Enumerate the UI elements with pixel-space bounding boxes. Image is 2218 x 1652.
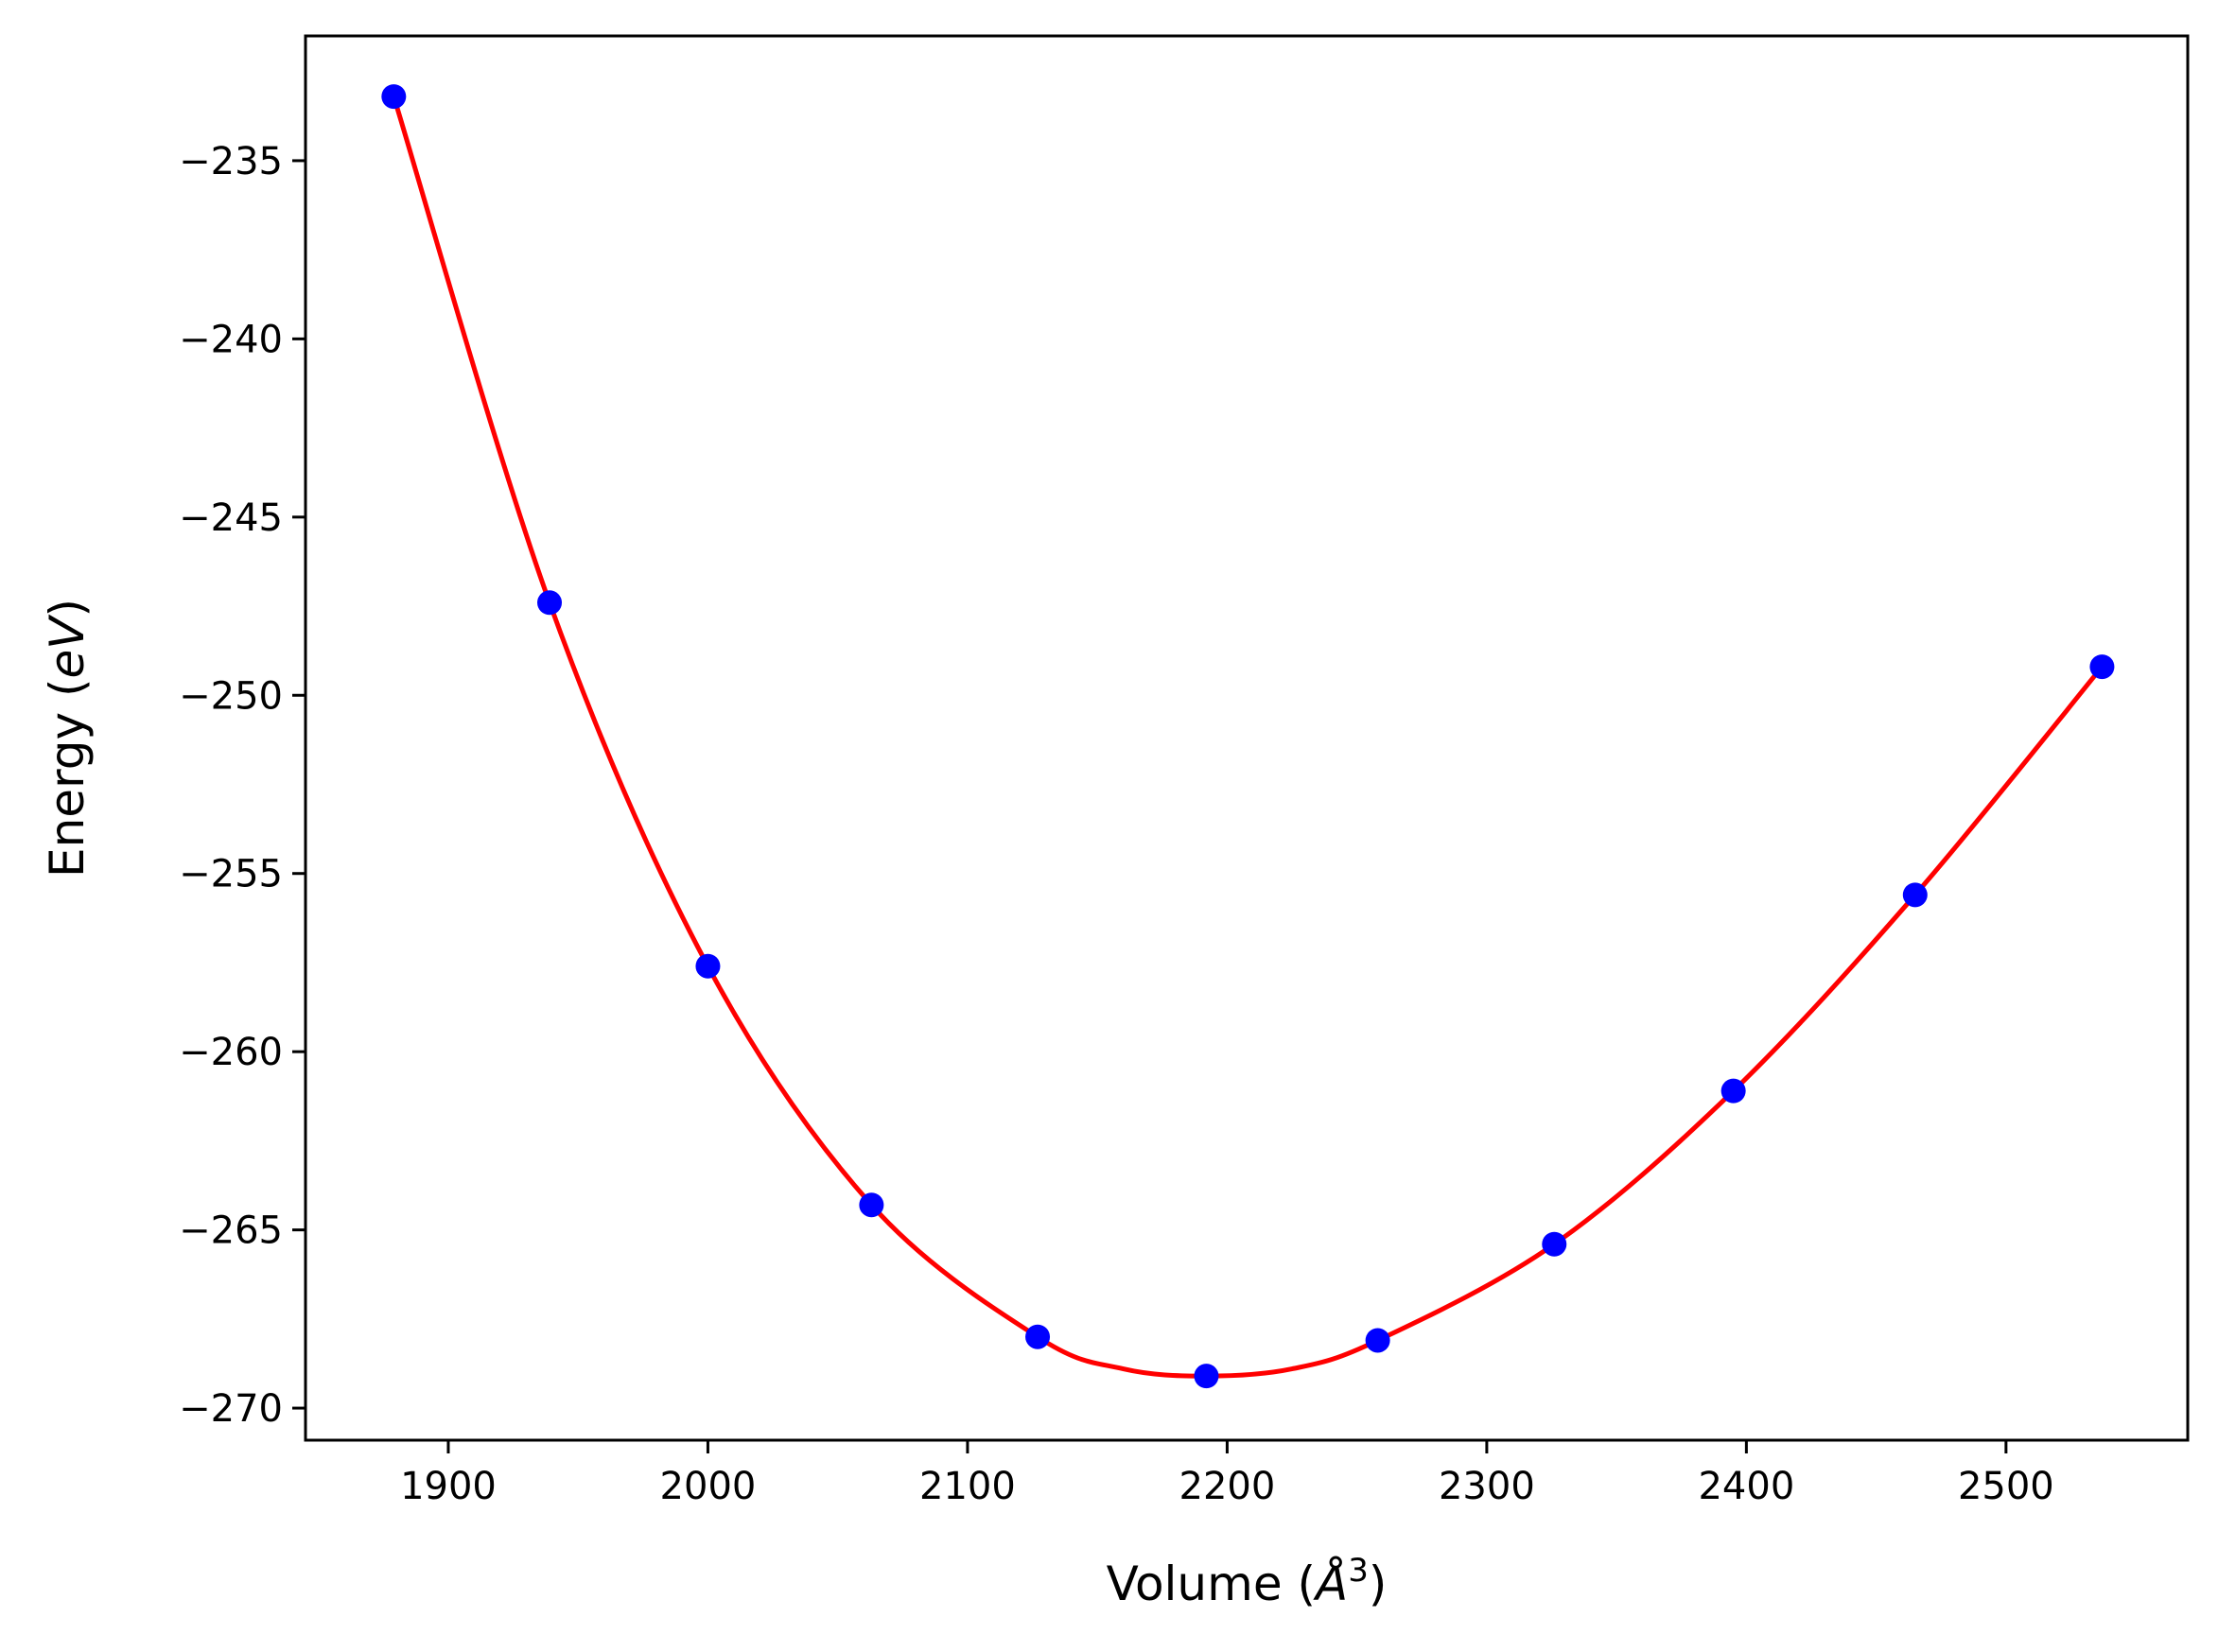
y-tick-label: −245: [179, 496, 283, 540]
data-point: [1025, 1324, 1051, 1349]
x-axis-label-prefix: Volume (: [1107, 1556, 1316, 1611]
x-axis-label-unit: Å: [1313, 1556, 1348, 1611]
data-point: [1365, 1328, 1390, 1353]
fit-curve: [391, 96, 2104, 1379]
data-point: [1194, 1364, 1219, 1389]
data-point: [859, 1192, 884, 1218]
data-point: [1720, 1078, 1746, 1104]
x-axis-label: Volume (Å3): [1107, 1552, 1388, 1611]
y-tick-label: −255: [179, 853, 283, 896]
y-axis-label-prefix: Energy (: [40, 679, 95, 878]
y-tick-label: −260: [179, 1031, 283, 1074]
data-point: [1902, 882, 1928, 908]
data-point: [1542, 1231, 1567, 1257]
x-tick-label: 2200: [1179, 1465, 1276, 1508]
data-point: [2089, 654, 2115, 680]
data-point: [537, 590, 563, 616]
y-axis-label-unit: eV: [40, 614, 95, 679]
x-tick-label: 2500: [1958, 1465, 2054, 1508]
x-axis-label-sup: 3: [1348, 1552, 1369, 1590]
x-tick-label: 1900: [400, 1465, 497, 1508]
axes-frame: [304, 34, 2190, 1442]
x-tick-label: 2000: [660, 1465, 757, 1508]
data-point: [381, 84, 407, 110]
x-tick-label: 2100: [919, 1465, 1016, 1508]
y-axis-label: Energy (eV): [40, 599, 95, 878]
y-tick-label: −235: [179, 140, 283, 183]
x-tick-label: 2300: [1439, 1465, 1535, 1508]
x-tick-label: 2400: [1698, 1465, 1794, 1508]
y-tick-label: −270: [179, 1387, 283, 1431]
data-point: [695, 953, 721, 979]
y-tick-label: −250: [179, 674, 283, 718]
y-tick-label: −240: [179, 318, 283, 361]
y-axis-label-suffix: ): [40, 599, 95, 617]
axis-ticks: 1900 2000 2100 2200 2300 2400 2500 −235 −240 −245…: [179, 140, 2054, 1508]
x-axis-label-suffix: ): [1369, 1556, 1388, 1611]
y-tick-label: −265: [179, 1209, 283, 1253]
plot-area: [381, 84, 2115, 1389]
